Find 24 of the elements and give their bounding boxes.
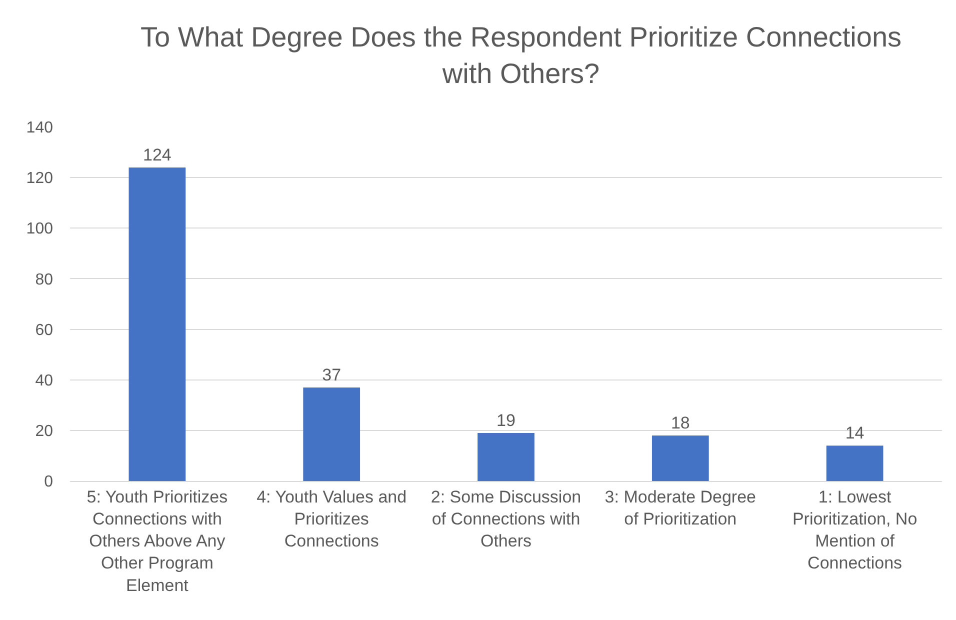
data-label: 14 — [845, 424, 864, 443]
bar — [826, 446, 884, 481]
data-label: 37 — [322, 365, 342, 384]
x-tick-label: 3: Moderate Degree of Prioritization — [604, 487, 756, 528]
x-tick-label: 5: Youth Prioritizes Connections with Others Above Any Other Program Element — [86, 487, 228, 595]
bar — [478, 432, 534, 481]
y-tick-label: 120 — [26, 170, 54, 188]
data-label: 124 — [143, 145, 172, 164]
y-tick-label: 40 — [35, 372, 54, 390]
y-tick-label: 60 — [35, 322, 54, 339]
y-tick-label: 20 — [35, 423, 54, 440]
bar — [652, 435, 709, 481]
data-label: 18 — [670, 413, 690, 432]
x-tick-label: 4: Youth Values and Prioritizes Connections — [256, 487, 407, 551]
y-tick-label: 0 — [44, 474, 54, 491]
y-tick-label: 100 — [26, 220, 54, 238]
bar — [303, 387, 360, 481]
x-tick-label: 1: Lowest Prioritization, No Mention of Connections — [792, 487, 918, 573]
y-tick-label: 80 — [35, 271, 54, 288]
bar — [128, 167, 186, 481]
x-tick-label: 2: Some Discussion of Connections with Others — [430, 487, 582, 551]
chart-title: To What Degree Does the Respondent Prioritize Connections with Others? — [140, 22, 902, 89]
y-tick-label: 140 — [26, 120, 54, 137]
data-label: 19 — [496, 410, 516, 430]
